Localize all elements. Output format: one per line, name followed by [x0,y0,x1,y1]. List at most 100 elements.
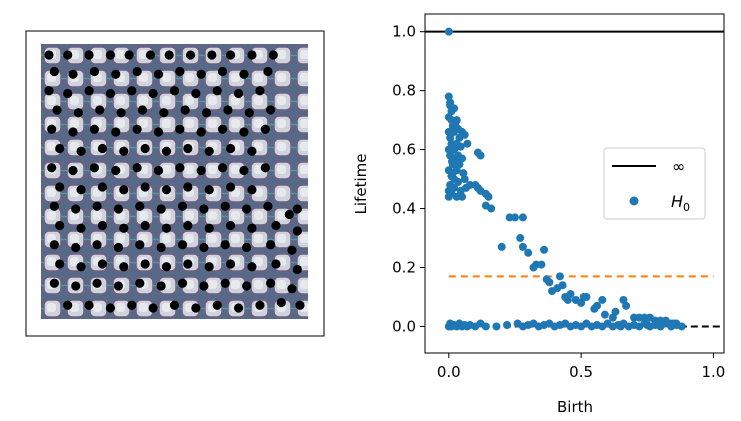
y-tick-label: 0.0 [392,317,416,335]
image-point [255,300,265,310]
legend-label-infinity: ∞ [672,157,685,176]
image-point [266,278,276,288]
image-point [247,223,257,233]
image-point [217,163,228,173]
micrograph [41,44,308,319]
image-point [105,50,116,60]
h0-point [481,322,490,331]
image-point [55,220,65,231]
image-point [183,220,193,231]
image-point [111,165,121,176]
h0-point [444,27,453,36]
legend: ∞ H0 [603,147,706,220]
image-point [135,240,145,250]
image-point [212,300,222,310]
legend-label-h0: H0 [671,192,690,214]
image-point [225,182,236,192]
image-point [84,86,94,96]
image-point [111,127,121,137]
image-point [113,281,124,291]
image-point [201,108,212,118]
image-point [140,220,150,231]
image-point [247,146,257,156]
image-point [284,209,294,220]
image-point [199,242,209,253]
image-point [97,143,108,154]
image-point [212,86,222,96]
image-point [177,201,188,211]
h0-point [677,322,686,331]
image-point [255,86,265,96]
h0-point [592,301,601,310]
image-point [127,300,137,310]
y-axis-label: Lifetime [352,154,370,215]
image-point [204,262,214,272]
image-point [156,281,166,291]
h0-point [451,119,460,128]
image-point [177,240,188,250]
image-point [68,127,78,137]
image-point [295,300,305,310]
image-point [217,66,228,77]
image-point [233,88,244,99]
h0-point [555,272,564,281]
h0-point [669,319,678,328]
h0-point [456,142,465,151]
h0-point [622,301,631,310]
image-point [55,259,65,269]
image-point [241,204,252,214]
y-tick-label: 0.4 [392,200,416,218]
image-point [116,108,126,118]
image-point [196,69,206,79]
h0-point [582,292,591,301]
image-point [153,165,164,176]
image-point [140,259,150,269]
y-tick-label: 0.2 [392,259,416,277]
image-point [247,50,257,60]
image-point [207,50,217,60]
image-point [89,66,99,77]
image-point [191,88,201,99]
image-point [127,86,137,96]
image-point [73,108,83,118]
h0-point [503,320,512,329]
image-point [119,223,129,233]
image-point [260,163,270,173]
h0-point [463,139,472,148]
image-point [63,88,73,99]
h0-point [510,213,519,222]
image-point [223,105,233,115]
image-point [263,201,273,211]
image-point [105,303,116,313]
image-point [199,204,209,214]
image-point [49,66,59,77]
h0-point [487,204,496,213]
image-point [132,163,142,173]
image-point [241,242,252,253]
h0-point [518,242,527,251]
image-point [119,185,129,195]
h0-point [558,281,567,290]
image-point [140,143,150,154]
h0-point [518,213,527,222]
image-point [132,66,142,77]
image-point [49,201,59,211]
image-point [49,240,59,250]
persistence-diagram: 0.0 0.5 1.0 0.0 0.2 0.4 0.6 0.8 1.0 Birth Lifeti… [352,13,725,416]
image-point [119,262,129,272]
x-axis-label: Birth [557,398,593,416]
image-point [241,281,252,291]
image-point [169,86,180,96]
plot-frame [424,13,725,354]
legend-dot-marker [629,196,639,206]
image-point [199,281,209,291]
image-point [225,220,236,231]
image-point [239,69,249,79]
image-point [287,284,297,294]
h0-point [540,245,549,254]
image-point [268,50,278,60]
image-point [68,69,78,79]
image-point [183,182,193,192]
image-point [135,278,145,288]
image-point [113,242,124,253]
